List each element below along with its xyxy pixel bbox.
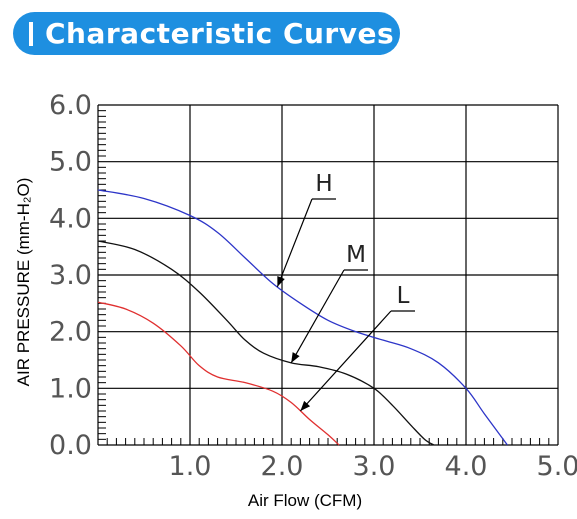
x-tick-label: 1.0 xyxy=(169,451,212,482)
x-axis-label: Air Flow (CFM) xyxy=(248,491,362,510)
callout-leader xyxy=(299,310,392,412)
series-label-l: L xyxy=(397,283,410,309)
y-tick-label: 3.0 xyxy=(49,260,92,291)
y-tick-label: 1.0 xyxy=(49,373,92,404)
grid xyxy=(97,104,559,446)
series-label-m: M xyxy=(346,242,366,268)
section-title: Characteristic Curves xyxy=(45,17,395,50)
y-tick-label: 0.0 xyxy=(49,430,92,461)
callout-leader xyxy=(276,198,313,288)
section-header: Characteristic Curves xyxy=(13,12,400,55)
header-accent-bar xyxy=(29,21,33,46)
callout-arrowhead xyxy=(291,352,300,363)
callout-arrowhead xyxy=(277,276,285,287)
series-line-h xyxy=(97,189,508,446)
series-line-l xyxy=(97,301,340,446)
x-tick-label: 3.0 xyxy=(353,451,396,482)
y-tick-label: 6.0 xyxy=(49,90,92,121)
minor-ticks xyxy=(98,110,550,445)
y-tick-label: 5.0 xyxy=(49,147,92,178)
x-tick-label: 2.0 xyxy=(261,451,304,482)
x-tick-labels: 1.0 2.0 3.0 4.0 5.0 xyxy=(169,451,577,482)
x-tick-label: 5.0 xyxy=(537,451,577,482)
series-label-h: H xyxy=(315,171,332,197)
x-tick-label: 4.0 xyxy=(445,451,488,482)
y-tick-labels: 0.0 1.0 2.0 3.0 4.0 5.0 6.0 xyxy=(49,90,92,461)
series-line-m xyxy=(97,240,435,446)
series-callouts: H M L xyxy=(276,171,415,412)
y-tick-label: 2.0 xyxy=(49,317,92,348)
callout-arrowhead xyxy=(300,400,311,411)
y-tick-label: 4.0 xyxy=(49,203,92,234)
callout-leader xyxy=(290,269,345,364)
y-axis-label: AIR PRESSURE (mm-H₂O) xyxy=(14,178,33,387)
